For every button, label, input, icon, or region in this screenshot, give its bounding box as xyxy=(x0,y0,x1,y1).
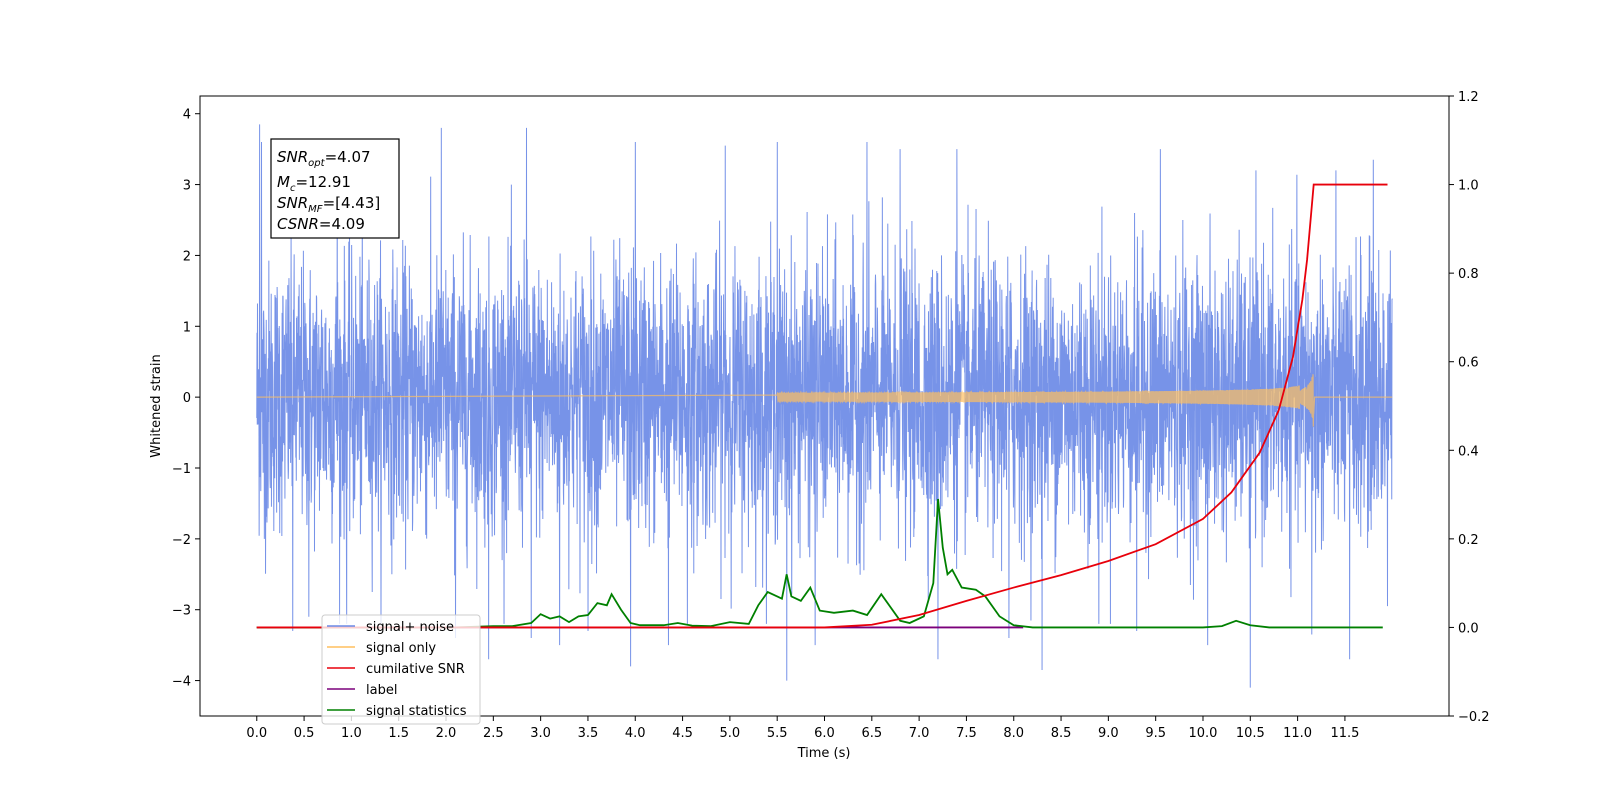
stat-mc-sub: c xyxy=(290,183,296,194)
x-axis-label: Time (s) xyxy=(797,746,851,761)
x-tick-label: 5.0 xyxy=(720,726,741,741)
stat-snr-mf-value: =[4.43] xyxy=(323,194,381,212)
y2-tick-label: 0.8 xyxy=(1458,267,1479,282)
x-tick-label: 0.0 xyxy=(246,726,267,741)
y-tick-label: −2 xyxy=(172,533,191,548)
y-tick-label: 4 xyxy=(183,108,191,123)
y-tick-label: −1 xyxy=(172,462,191,477)
y2-tick-label: −0.2 xyxy=(1458,710,1490,725)
x-tick-label: 4.5 xyxy=(672,726,693,741)
stat-snr-opt-sub: opt xyxy=(308,158,325,169)
y-tick-label: 0 xyxy=(183,391,191,406)
x-tick-label: 3.5 xyxy=(578,726,599,741)
x-tick-label: 5.5 xyxy=(767,726,788,741)
x-tick-label: 2.0 xyxy=(436,726,457,741)
x-tick-label: 8.5 xyxy=(1051,726,1072,741)
x-axis-ticks: 0.0 0.5 1.0 1.5 2.0 2.5 3.0 3.5 4.0 4.5 5.0 5.5 6.0 6… xyxy=(246,716,1359,741)
x-tick-label: 11.5 xyxy=(1330,726,1359,741)
x-tick-label: 7.5 xyxy=(956,726,977,741)
x-tick-label: 1.5 xyxy=(388,726,409,741)
legend-label-cumulative-snr: cumilative SNR xyxy=(366,662,465,677)
y-tick-label: −4 xyxy=(172,675,191,690)
stat-csnr-value: =4.09 xyxy=(319,215,365,233)
x-tick-label: 8.0 xyxy=(1003,726,1024,741)
x-tick-label: 9.0 xyxy=(1098,726,1119,741)
y2-tick-label: 0.4 xyxy=(1458,444,1479,459)
stat-csnr-base: CSNR xyxy=(277,215,319,233)
legend-label-signal-statistics: signal statistics xyxy=(366,704,467,719)
x-tick-label: 11.0 xyxy=(1283,726,1312,741)
stat-snr-opt-value: =4.07 xyxy=(325,148,371,166)
y2-tick-label: 0.0 xyxy=(1458,621,1479,636)
x-tick-label: 2.5 xyxy=(483,726,504,741)
x-tick-label: 0.5 xyxy=(294,726,315,741)
legend-label-signal-only: signal only xyxy=(366,641,436,656)
x-tick-label: 10.5 xyxy=(1236,726,1265,741)
plot-series-group xyxy=(256,124,1393,688)
x-tick-label: 3.0 xyxy=(530,726,551,741)
y-tick-label: 2 xyxy=(183,249,191,264)
stat-snr-mf-sub: MF xyxy=(308,204,323,215)
series-signal-only-line xyxy=(256,374,1393,427)
series-signal-noise-line xyxy=(256,124,1393,688)
x-tick-label: 10.0 xyxy=(1189,726,1218,741)
stats-box-frame xyxy=(270,138,400,239)
y-axis-label: Whitened strain xyxy=(149,354,164,457)
stat-csnr: CSNR=4.09 xyxy=(277,215,365,233)
stats-box: SNRopt=4.07 Mc=12.91 SNRMF=[4.43] CSNR=4… xyxy=(270,138,400,239)
stat-snr-mf: SNRMF=[4.43] xyxy=(277,194,380,215)
y-axis-ticks: 4 3 2 1 0 −1 −2 −3 −4 xyxy=(172,108,200,690)
legend-frame xyxy=(321,614,481,725)
y2-tick-label: 1.2 xyxy=(1458,90,1479,105)
x-tick-label: 1.0 xyxy=(341,726,362,741)
legend: signal+ noise signal only cumilative SNR… xyxy=(321,614,481,725)
y2-tick-label: 0.6 xyxy=(1458,356,1479,371)
stat-mc-value: =12.91 xyxy=(295,173,351,191)
y-tick-label: 1 xyxy=(183,320,191,335)
stat-snr-opt: SNRopt=4.07 xyxy=(277,148,371,169)
stat-mc: Mc=12.91 xyxy=(277,173,351,194)
plot-data-layer xyxy=(256,124,1393,688)
y2-axis-ticks: 1.2 1.0 0.8 0.6 0.4 0.2 0.0 −0.2 xyxy=(1449,90,1490,725)
stat-mc-base: M xyxy=(277,173,290,191)
y-tick-label: 3 xyxy=(183,179,191,194)
y2-tick-label: 0.2 xyxy=(1458,533,1479,548)
series-cumulative-snr-line xyxy=(256,183,1388,629)
x-tick-label: 9.5 xyxy=(1145,726,1166,741)
legend-label-signal-noise: signal+ noise xyxy=(366,620,454,635)
series-signal-statistics-line xyxy=(256,498,1383,629)
stat-snr-opt-base: SNR xyxy=(277,148,308,166)
x-tick-label: 6.5 xyxy=(861,726,882,741)
legend-label-label: label xyxy=(366,683,397,698)
x-tick-label: 6.0 xyxy=(814,726,835,741)
y2-tick-label: 1.0 xyxy=(1458,179,1479,194)
x-tick-label: 7.0 xyxy=(909,726,930,741)
y-tick-label: −3 xyxy=(172,604,191,619)
x-tick-label: 4.0 xyxy=(625,726,646,741)
stat-snr-mf-base: SNR xyxy=(277,194,308,212)
